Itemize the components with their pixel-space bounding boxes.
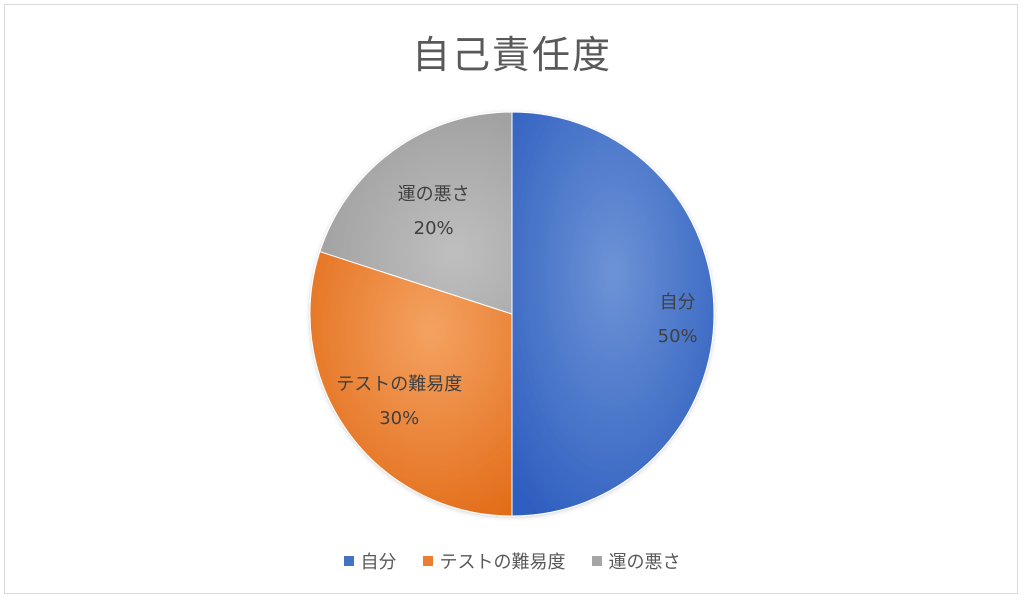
pie-slice-jibun: [511, 111, 715, 517]
legend-label-jibun: 自分: [360, 552, 397, 573]
legend: 自分 テストの難易度 運の悪さ: [0, 548, 1024, 574]
legend-item-bad-luck: 運の悪さ: [591, 548, 681, 574]
pie-slice-test-difficulty: [309, 250, 513, 517]
slice-label-jibun: 自分: [660, 292, 696, 313]
slice-value-bad-luck: 20%: [414, 218, 454, 239]
legend-swatch-bad-luck: [591, 556, 602, 566]
legend-swatch-test-difficulty: [422, 556, 433, 566]
pie-slice-bad-luck: [319, 111, 513, 315]
slice-label-bad-luck: 運の悪さ: [398, 184, 470, 205]
legend-swatch-jibun: [343, 556, 354, 566]
legend-label-bad-luck: 運の悪さ: [608, 552, 681, 573]
legend-label-test-difficulty: テストの難易度: [439, 552, 566, 573]
slice-label-test-difficulty: テストの難易度: [336, 374, 462, 395]
slice-value-test-difficulty: 30%: [379, 408, 419, 429]
chart-title: 自己責任度: [411, 33, 612, 77]
legend-item-test-difficulty: テストの難易度: [422, 548, 566, 574]
slice-value-jibun: 50%: [658, 326, 698, 347]
legend-item-jibun: 自分: [343, 548, 397, 574]
